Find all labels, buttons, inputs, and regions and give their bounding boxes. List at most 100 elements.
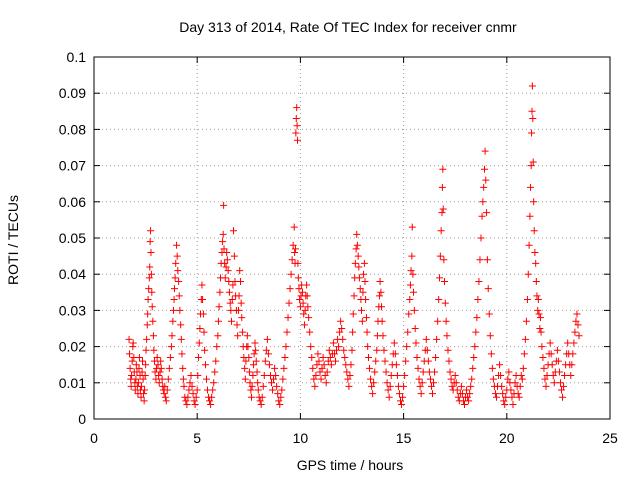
data-point bbox=[408, 252, 416, 260]
data-point bbox=[221, 274, 229, 282]
data-point bbox=[571, 328, 579, 336]
data-point bbox=[294, 136, 302, 144]
data-point bbox=[281, 353, 289, 361]
data-point bbox=[141, 372, 149, 380]
data-point bbox=[301, 306, 309, 314]
y-axis-label: ROTI / TECUs bbox=[5, 195, 21, 285]
data-point bbox=[223, 256, 231, 264]
x-axis-ticks: 0 5 10 15 20 25 bbox=[90, 57, 618, 446]
data-point bbox=[292, 115, 300, 123]
data-point bbox=[543, 372, 551, 380]
data-point bbox=[316, 368, 324, 376]
data-point bbox=[324, 357, 332, 365]
data-point bbox=[182, 397, 190, 405]
data-point bbox=[485, 310, 493, 318]
data-point bbox=[239, 328, 247, 336]
data-point bbox=[454, 393, 462, 401]
data-point bbox=[298, 288, 306, 296]
y-tick-label: 0.02 bbox=[59, 339, 86, 355]
data-point bbox=[208, 393, 216, 401]
data-point bbox=[149, 317, 157, 325]
data-point bbox=[220, 201, 228, 209]
data-point bbox=[295, 285, 303, 293]
data-point bbox=[169, 306, 177, 314]
data-point bbox=[196, 325, 204, 332]
data-point bbox=[177, 321, 185, 329]
data-point bbox=[474, 296, 482, 304]
data-point bbox=[351, 259, 359, 267]
data-point bbox=[285, 299, 293, 307]
data-point bbox=[229, 281, 237, 289]
data-point bbox=[481, 165, 489, 173]
data-point bbox=[575, 332, 583, 340]
data-point bbox=[277, 393, 285, 401]
data-point bbox=[481, 147, 489, 155]
data-point bbox=[269, 386, 277, 394]
data-point bbox=[128, 372, 136, 380]
data-point bbox=[548, 361, 556, 369]
data-point bbox=[170, 285, 178, 293]
data-point bbox=[438, 209, 446, 217]
data-point bbox=[175, 292, 183, 300]
data-point bbox=[337, 317, 345, 325]
data-point bbox=[199, 296, 207, 304]
data-point bbox=[212, 357, 220, 365]
data-point bbox=[406, 281, 414, 289]
data-point bbox=[304, 303, 312, 311]
data-point bbox=[224, 267, 232, 275]
data-point bbox=[434, 317, 442, 325]
data-point bbox=[312, 372, 320, 380]
data-point bbox=[132, 361, 140, 369]
data-point bbox=[219, 230, 227, 238]
data-point bbox=[437, 227, 445, 235]
data-point bbox=[286, 285, 294, 293]
data-point bbox=[406, 296, 414, 304]
data-point bbox=[472, 328, 480, 336]
data-point bbox=[158, 375, 166, 383]
data-point bbox=[428, 390, 436, 398]
data-point bbox=[352, 245, 360, 253]
data-point bbox=[291, 248, 299, 256]
data-point bbox=[245, 353, 253, 361]
data-point bbox=[355, 263, 363, 271]
data-point bbox=[201, 346, 209, 354]
data-point bbox=[249, 372, 257, 380]
data-point bbox=[317, 375, 325, 383]
data-point bbox=[176, 306, 184, 314]
data-point bbox=[370, 379, 378, 387]
data-point bbox=[549, 372, 557, 380]
data-point bbox=[408, 223, 416, 231]
data-point bbox=[559, 393, 567, 401]
data-point bbox=[523, 296, 531, 304]
data-point bbox=[253, 368, 261, 376]
data-point bbox=[282, 343, 290, 351]
data-point bbox=[392, 361, 400, 369]
data-point bbox=[399, 393, 407, 401]
data-point bbox=[143, 321, 151, 329]
data-point bbox=[340, 346, 348, 354]
y-axis-ticks: 0 0.01 0.02 0.03 0.04 0.05 0.06 0.07 0.08 0.09 0.1 bbox=[59, 49, 610, 427]
data-point bbox=[465, 397, 473, 405]
data-point bbox=[268, 379, 276, 387]
data-point bbox=[148, 288, 156, 296]
data-point bbox=[483, 256, 491, 264]
data-point bbox=[522, 317, 530, 325]
data-point bbox=[179, 375, 187, 383]
data-point bbox=[325, 346, 333, 354]
data-point bbox=[427, 382, 435, 390]
data-point bbox=[141, 386, 149, 394]
data-point bbox=[309, 364, 317, 372]
data-point bbox=[344, 375, 352, 383]
data-point bbox=[167, 343, 175, 351]
data-point bbox=[501, 401, 509, 409]
data-point bbox=[134, 379, 142, 387]
data-point bbox=[516, 382, 524, 390]
data-point bbox=[327, 361, 335, 369]
data-point bbox=[436, 274, 444, 282]
data-point bbox=[338, 325, 346, 332]
data-point bbox=[560, 382, 568, 390]
data-point bbox=[418, 379, 426, 387]
data-point bbox=[487, 350, 495, 358]
data-point bbox=[457, 382, 465, 390]
data-point bbox=[431, 368, 439, 376]
